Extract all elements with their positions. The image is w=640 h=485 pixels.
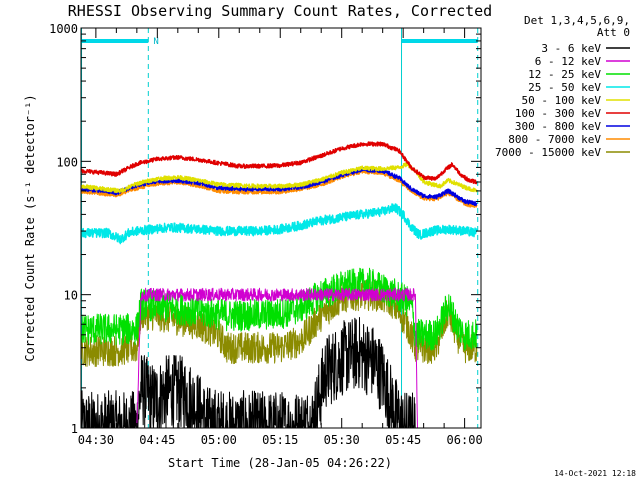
legend-label: 12 - 25 keV — [528, 68, 601, 81]
detector-list: Det 1,3,4,5,6,9, — [524, 14, 630, 27]
legend-label: 6 - 12 keV — [535, 55, 602, 68]
top-bar-label: N — [153, 37, 158, 47]
y-tick-label: 1000 — [49, 22, 78, 36]
axes: 1 10 100 1000 04:30 04:45 05:00 05:15 05:30 05:45… — [49, 22, 483, 447]
series-line — [136, 287, 418, 429]
y-tick-label: 100 — [56, 155, 78, 169]
legend-label: 25 - 50 keV — [528, 81, 601, 94]
generation-timestamp: 14-Oct-2021 12:18 — [554, 469, 636, 478]
series-line — [80, 203, 478, 245]
y-tick-label: 10 — [64, 289, 78, 303]
legend-label: 50 - 100 keV — [522, 94, 602, 107]
legend-label: 7000 - 15000 keV — [495, 146, 601, 159]
x-tick-label: 06:00 — [447, 433, 483, 447]
attenuator-state: Att 0 — [597, 26, 630, 39]
y-tick-label: 1 — [71, 422, 78, 436]
x-tick-label: 05:45 — [385, 433, 421, 447]
legend-label: 300 - 800 keV — [515, 120, 601, 133]
plot-area: N — [80, 28, 479, 429]
x-tick-label: 05:15 — [262, 433, 298, 447]
y-axis-label: Corrected Count Rate (s⁻¹ detector⁻¹) — [23, 94, 37, 361]
legend-label: 800 - 7000 keV — [508, 133, 601, 146]
chart-title: RHESSI Observing Summary Count Rates, Co… — [68, 2, 492, 20]
x-tick-label: 04:45 — [139, 433, 175, 447]
legend-label: 3 - 6 keV — [541, 42, 601, 55]
x-axis-label: Start Time (28-Jan-05 04:26:22) — [168, 456, 392, 470]
x-tick-label: 05:30 — [324, 433, 360, 447]
top-status-bar — [401, 39, 478, 43]
series-line — [80, 278, 478, 367]
x-tick-label: 05:00 — [201, 433, 237, 447]
legend-label: 100 - 300 keV — [515, 107, 601, 120]
series-line — [80, 141, 478, 185]
x-tick-label: 04:30 — [78, 433, 114, 447]
plot-frame — [80, 27, 482, 429]
top-status-bar — [81, 39, 149, 43]
